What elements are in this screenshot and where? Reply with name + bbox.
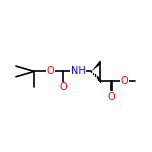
Text: O: O [108, 92, 116, 102]
Text: O: O [46, 66, 54, 76]
Text: O: O [121, 76, 128, 86]
Polygon shape [91, 60, 100, 71]
Text: NH: NH [71, 66, 86, 76]
Text: O: O [59, 82, 67, 92]
